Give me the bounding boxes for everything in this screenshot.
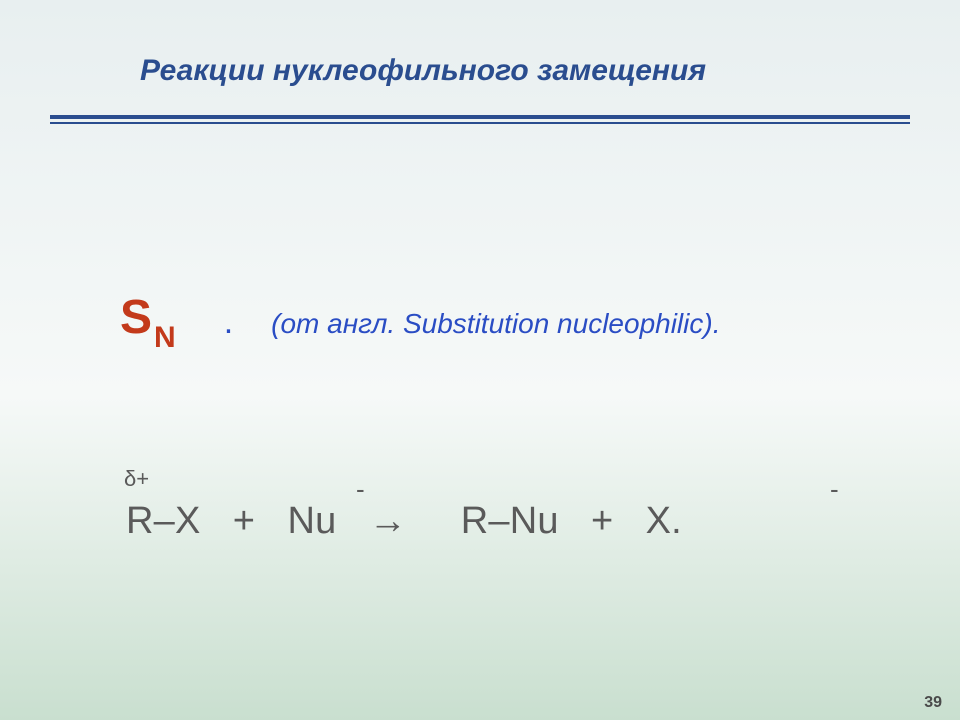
- eq-nu: Nu: [287, 500, 336, 543]
- equation-main: R–X + Nu → R–Nu + X.: [126, 500, 682, 543]
- eq-plus-1: +: [201, 500, 288, 543]
- eq-arrow-space: [336, 500, 368, 543]
- equation-layer: δ+ - - R–X + Nu → R–Nu + X.: [0, 0, 960, 720]
- eq-x: X.: [646, 500, 682, 543]
- eq-rnu-space: [407, 500, 461, 543]
- slide-number: 39: [924, 694, 942, 712]
- slide: Реакции нуклеофильного замещения S N . (…: [0, 0, 960, 720]
- delta-plus-superscript: δ+: [124, 466, 149, 492]
- eq-rnu: R–Nu: [461, 500, 559, 543]
- eq-arrow: →: [369, 500, 407, 543]
- minus-superscript-x: -: [830, 474, 839, 505]
- eq-plus-2: +: [559, 500, 646, 543]
- eq-rx: R–X: [126, 500, 201, 543]
